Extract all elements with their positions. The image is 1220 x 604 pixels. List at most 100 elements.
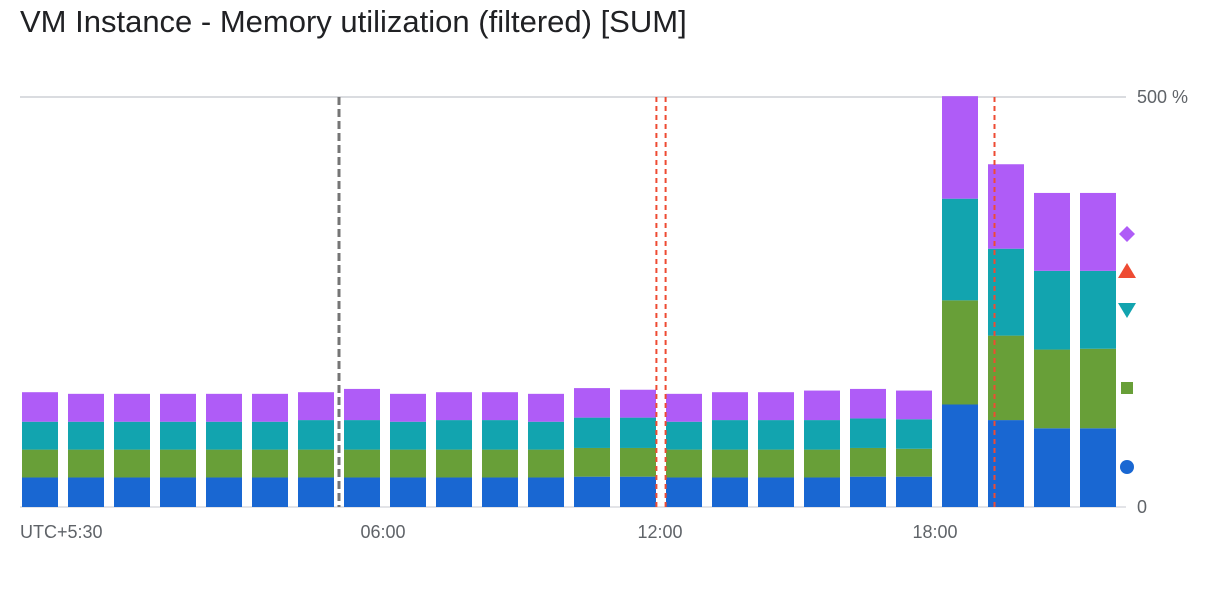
axes: UTC+5:30 06:00 12:00 18:00 500 % 0 [20, 87, 1188, 542]
bar-segment [574, 388, 610, 418]
circle-marker-icon[interactable] [1120, 460, 1134, 474]
bar-segment [482, 477, 518, 507]
bar-segment [758, 420, 794, 450]
series-markers[interactable] [1118, 226, 1136, 474]
bar-segment [850, 476, 886, 507]
bar-segment [206, 393, 242, 422]
bar-segment [114, 421, 150, 450]
x-tick-label: UTC+5:30 [20, 522, 103, 542]
bar-segment [68, 449, 104, 478]
x-tick-label: 12:00 [637, 522, 682, 542]
bar-segment [850, 418, 886, 448]
bar-segment [804, 477, 840, 507]
triangle-up-marker-icon[interactable] [1118, 263, 1136, 278]
triangle-down-marker-icon[interactable] [1118, 303, 1136, 318]
gridlines [20, 96, 1126, 508]
bar-segment [1080, 192, 1116, 271]
bar-segment [1034, 270, 1070, 350]
event-lines [337, 97, 996, 507]
x-tick-label: 06:00 [360, 522, 405, 542]
bar-segment [804, 449, 840, 478]
square-marker-icon[interactable] [1121, 382, 1133, 394]
bar-segment [712, 420, 748, 450]
bar-segment [574, 476, 610, 507]
bar-segment [850, 447, 886, 477]
bar-segment [252, 393, 288, 422]
bar-segment [390, 449, 426, 478]
bar-segment [68, 477, 104, 507]
bar-segment [436, 420, 472, 450]
bar-segment [896, 390, 932, 420]
bar-segment [390, 477, 426, 507]
bar-segment [298, 449, 334, 478]
bar-segment [850, 388, 886, 419]
bar-segment [1034, 349, 1070, 429]
bar-segment [160, 393, 196, 422]
bar-segment [528, 449, 564, 478]
bar-segment [252, 421, 288, 450]
bar-segment [160, 449, 196, 478]
bar-segment [206, 477, 242, 507]
bar-segment [896, 448, 932, 477]
bar-segment [666, 477, 702, 507]
bar-segment [22, 449, 58, 478]
bar-segment [942, 300, 978, 405]
bar-segment [390, 421, 426, 450]
bar-segment [620, 476, 656, 507]
bar-segment [666, 449, 702, 478]
bar-segment [160, 477, 196, 507]
bar-segment [160, 421, 196, 450]
chart-title: VM Instance - Memory utilization (filter… [20, 4, 687, 39]
bar-segment [114, 477, 150, 507]
y-tick-label: 500 % [1137, 87, 1188, 107]
bar-segment [988, 164, 1024, 249]
bar-segment [114, 449, 150, 478]
bar-segment [574, 417, 610, 448]
bar-segment [1080, 270, 1116, 349]
bar-segment [344, 477, 380, 507]
bar-segment [114, 393, 150, 422]
bar-segment [528, 393, 564, 422]
bar-segment [390, 393, 426, 422]
bar-segment [206, 449, 242, 478]
bar-segment [666, 421, 702, 450]
bar-segment [298, 420, 334, 450]
bar-segment [758, 449, 794, 478]
bar-segment [804, 390, 840, 421]
bar-segment [68, 393, 104, 422]
bar-segment [1080, 348, 1116, 429]
bar-segment [482, 449, 518, 478]
diamond-marker-icon[interactable] [1119, 226, 1135, 242]
bar-segment [896, 476, 932, 507]
bar-segment [482, 392, 518, 421]
bar-segment [1080, 428, 1116, 507]
bar-segment [436, 449, 472, 478]
bar-segment [758, 392, 794, 421]
bar-segment [988, 335, 1024, 421]
bar-segment [804, 420, 840, 450]
bar-segment [1034, 192, 1070, 271]
bar-segment [22, 421, 58, 450]
bar-segment [344, 388, 380, 421]
bar-segment [666, 393, 702, 422]
bar-segment [574, 447, 610, 477]
bar-segment [896, 419, 932, 449]
bar-segment [1034, 428, 1070, 507]
bar-segment [942, 198, 978, 301]
bar-segment [988, 248, 1024, 336]
bar-segment [344, 449, 380, 478]
bar-segment [22, 392, 58, 422]
x-tick-label: 18:00 [912, 522, 957, 542]
bar-segment [298, 392, 334, 421]
bar-segment [620, 417, 656, 448]
bar-segment [528, 421, 564, 450]
bar-segment [988, 420, 1024, 507]
bar-segment [942, 404, 978, 507]
bar-segment [436, 392, 472, 421]
bar-segment [298, 477, 334, 507]
bar-segment [344, 420, 380, 450]
bar-segment [712, 477, 748, 507]
bar-segment [482, 420, 518, 450]
bar-segment [252, 449, 288, 478]
bar-segment [68, 421, 104, 450]
